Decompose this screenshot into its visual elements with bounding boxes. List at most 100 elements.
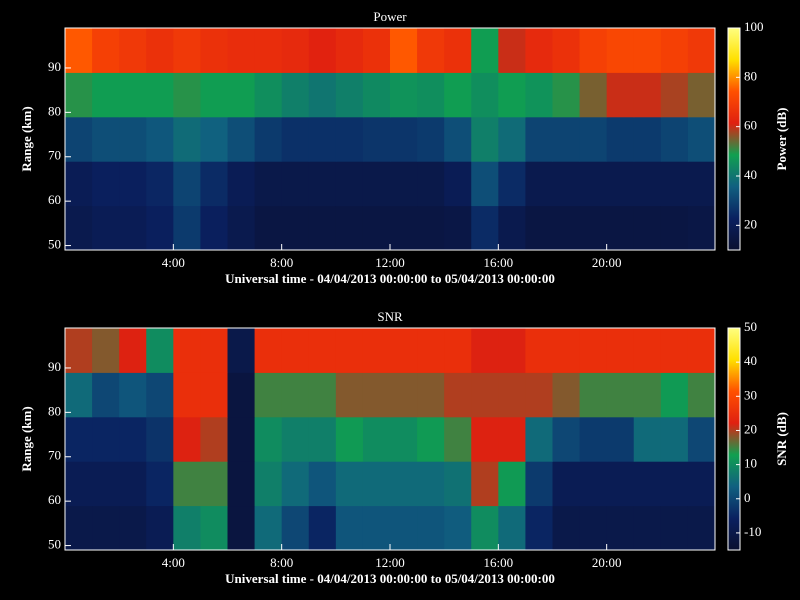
heatmap-cell — [417, 461, 445, 507]
heatmap-cell — [308, 372, 337, 418]
y-tick-label: 80 — [48, 103, 61, 118]
heatmap-cell — [65, 116, 93, 162]
heatmap-cell — [92, 116, 120, 162]
heatmap-cell — [308, 205, 337, 251]
heatmap-cell — [254, 461, 283, 507]
heatmap-cell — [227, 28, 256, 73]
heatmap-cell — [687, 28, 716, 73]
heatmap-cell — [119, 205, 147, 251]
heatmap-cell — [390, 328, 418, 373]
heatmap-cell — [498, 416, 526, 462]
heatmap-cell — [335, 416, 364, 462]
heatmap-cell — [65, 28, 93, 73]
heatmap-cell — [308, 161, 337, 207]
heatmap-cell — [606, 328, 635, 373]
heatmap-cell — [227, 72, 256, 118]
colorbar — [727, 327, 741, 551]
heatmap-cell — [633, 372, 662, 418]
heatmap-cell — [173, 328, 201, 373]
heatmap-cell — [254, 372, 283, 418]
heatmap-cell — [417, 505, 445, 551]
heatmap-cell — [471, 461, 499, 507]
heatmap-cell — [633, 72, 662, 118]
heatmap-cell — [552, 416, 581, 462]
heatmap-cell — [552, 205, 581, 251]
heatmap-cell — [390, 205, 418, 251]
heatmap-cell — [660, 205, 689, 251]
colorbar-tick-label: 40 — [744, 167, 757, 182]
y-tick-label: 80 — [48, 403, 61, 418]
heatmap-cell — [660, 328, 689, 373]
heatmap-cell — [606, 161, 635, 207]
colorbar-tick-label: 10 — [744, 456, 757, 471]
heatmap-cell — [498, 205, 526, 251]
colorbar-tick-label: 80 — [744, 68, 757, 83]
colorbar-tick-label: 50 — [744, 319, 757, 334]
heatmap-cell — [552, 72, 581, 118]
heatmap-cell — [92, 505, 120, 551]
heatmap-cell — [227, 416, 256, 462]
heatmap-cell — [444, 416, 472, 462]
heatmap-cell — [660, 461, 689, 507]
chart-title: SNR — [377, 309, 403, 324]
heatmap-cell — [633, 505, 662, 551]
heatmap-cell — [146, 205, 174, 251]
heatmap-cell — [362, 116, 391, 162]
heatmap-cell — [92, 372, 120, 418]
heatmap-cell — [227, 328, 256, 373]
heatmap-cell — [362, 72, 391, 118]
heatmap-cell — [92, 461, 120, 507]
heatmap-cell — [65, 372, 93, 418]
heatmap-cell — [633, 416, 662, 462]
heatmap-cell — [254, 505, 283, 551]
x-tick-label: 8:00 — [270, 255, 293, 270]
heatmap-cell — [660, 116, 689, 162]
heatmap-cell — [498, 116, 526, 162]
heatmap-cell — [173, 505, 201, 551]
heatmap-cell — [146, 416, 174, 462]
heatmap-cell — [335, 328, 364, 373]
heatmap-cell — [173, 372, 201, 418]
heatmap-cell — [444, 116, 472, 162]
heatmap-cell — [335, 116, 364, 162]
heatmap-cell — [390, 72, 418, 118]
heatmap-cell — [200, 461, 228, 507]
heatmap-cell — [579, 205, 608, 251]
heatmap-cell — [146, 28, 174, 73]
x-axis-label: Universal time - 04/04/2013 00:00:00 to … — [225, 571, 555, 586]
heatmap-cell — [227, 505, 256, 551]
heatmap-cell — [146, 505, 174, 551]
heatmap-cell — [173, 28, 201, 73]
heatmap-cell — [173, 116, 201, 162]
heatmap-cell — [498, 328, 526, 373]
colorbar-tick-label: 40 — [744, 353, 757, 368]
heatmap-cell — [471, 28, 499, 73]
heatmap-cell — [606, 205, 635, 251]
heatmap-cell — [308, 28, 337, 73]
heatmap-cell — [444, 72, 472, 118]
heatmap-cell — [525, 372, 553, 418]
heatmap-cell — [281, 505, 310, 551]
heatmap-cell — [633, 461, 662, 507]
heatmap-cell — [335, 72, 364, 118]
heatmap-cell — [552, 505, 581, 551]
heatmap-cell — [254, 205, 283, 251]
heatmap-cell — [200, 116, 228, 162]
heatmap-cell — [471, 205, 499, 251]
heatmap-cell — [579, 372, 608, 418]
heatmap-cell — [606, 116, 635, 162]
heatmap-cell — [281, 72, 310, 118]
heatmap-cell — [254, 328, 283, 373]
heatmap-cell — [687, 161, 716, 207]
heatmap-cell — [227, 461, 256, 507]
heatmap-cell — [390, 28, 418, 73]
heatmap-cell — [254, 28, 283, 73]
heatmap-cell — [119, 328, 147, 373]
colorbar-label: Power (dB) — [774, 108, 789, 171]
heatmap-cell — [173, 161, 201, 207]
heatmap-cell — [119, 28, 147, 73]
colorbar-tick-label: 30 — [744, 387, 757, 402]
heatmap-cell — [525, 205, 553, 251]
heatmap-cell — [173, 72, 201, 118]
